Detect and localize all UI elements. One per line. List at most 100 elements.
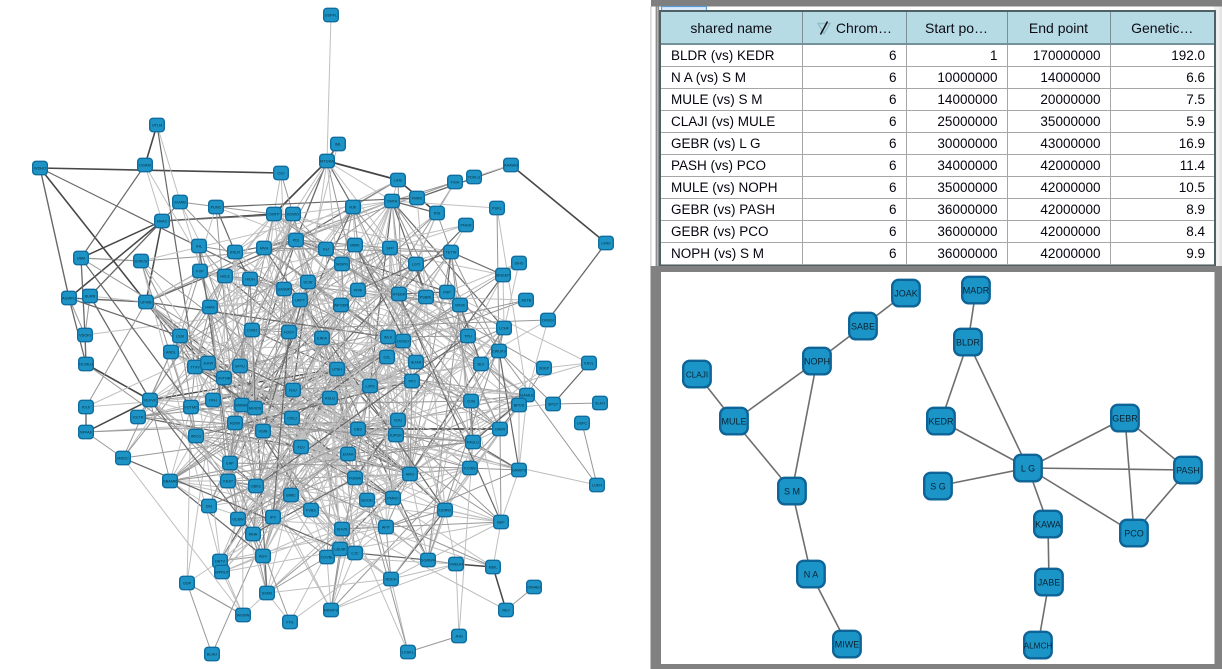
svg-text:DCW: DCW (303, 281, 312, 285)
svg-text:MVH: MVH (260, 247, 269, 251)
svg-text:NFFAE: NFFAE (80, 431, 93, 435)
svg-text:CVMJ: CVMJ (247, 329, 257, 333)
svg-text:DIHS: DIHS (514, 262, 524, 266)
svg-text:HULE: HULE (220, 275, 231, 279)
svg-text:MIWE: MIWE (835, 639, 860, 649)
svg-text:TTVV: TTVV (190, 366, 200, 370)
svg-text:ASLG: ASLG (325, 397, 335, 401)
svg-text:UASBP: UASBP (278, 288, 291, 292)
svg-text:OMTP: OMTP (269, 213, 280, 217)
svg-text:ERFA: ERFA (317, 337, 327, 341)
svg-text:JOAK: JOAK (894, 288, 918, 298)
svg-text:GDP: GDP (183, 582, 192, 586)
svg-text:AFIT: AFIT (382, 526, 391, 530)
svg-text:LIHU: LIHU (394, 179, 403, 183)
svg-text:OSISO: OSISO (397, 340, 409, 344)
svg-text:WGPG: WGPG (336, 263, 348, 267)
svg-text:FNRD: FNRD (412, 197, 423, 201)
svg-text:OCMUJ: OCMUJ (79, 363, 93, 367)
svg-text:DHVN: DHVN (337, 528, 348, 532)
svg-text:MDDC: MDDC (117, 457, 129, 461)
svg-text:GLBW: GLBW (232, 518, 244, 522)
svg-text:RIS: RIS (434, 212, 441, 216)
svg-text:OJL: OJL (384, 356, 391, 360)
svg-text:JISTB: JISTB (521, 299, 532, 303)
svg-text:IML: IML (335, 143, 341, 147)
svg-text:PUNC: PUNC (211, 206, 222, 210)
svg-text:BIMC: BIMC (286, 494, 296, 498)
svg-text:AGV: AGV (259, 555, 267, 559)
svg-text:CSJ: CSJ (277, 172, 284, 176)
svg-text:FGIMA: FGIMA (349, 477, 361, 481)
svg-text:KEDR: KEDR (928, 416, 954, 426)
svg-text:MGEEP: MGEEP (496, 274, 510, 278)
svg-text:PPJ: PPJ (409, 380, 416, 384)
svg-text:VNKUH: VNKUH (449, 563, 463, 567)
svg-text:DFBGI: DFBGI (542, 319, 554, 323)
svg-text:NJU: NJU (289, 389, 297, 393)
svg-text:MADR: MADR (963, 285, 990, 295)
svg-text:KCWS: KCWS (464, 467, 476, 471)
svg-text:SABE: SABE (851, 321, 875, 331)
svg-text:IUPGK: IUPGK (390, 434, 402, 438)
svg-text:MHA: MHA (249, 533, 258, 537)
svg-text:IHJ: IHJ (323, 248, 329, 252)
svg-text:FFS: FFS (286, 621, 294, 625)
svg-text:BURR: BURR (85, 295, 96, 299)
svg-text:VRSK: VRSK (455, 304, 466, 308)
svg-text:UKPT: UKPT (295, 299, 306, 303)
svg-text:LPSH: LPSH (332, 368, 342, 372)
svg-text:JHG: JHG (455, 635, 463, 639)
svg-text:BLHU: BLHU (207, 653, 217, 657)
svg-text:BLV: BLV (478, 363, 485, 367)
svg-text:KSVL: KSVL (584, 362, 594, 366)
svg-text:IPV: IPV (270, 516, 277, 520)
svg-text:IEJAA: IEJAA (411, 361, 422, 365)
svg-text:PDI: PDI (293, 239, 299, 243)
svg-text:CWUKV: CWUKV (492, 350, 507, 354)
svg-text:WLK: WLK (384, 336, 393, 340)
svg-text:KOWO: KOWO (287, 213, 299, 217)
svg-text:HIGH: HIGH (245, 278, 255, 282)
svg-text:HJOV: HJOV (284, 331, 295, 335)
svg-text:VOU: VOU (394, 419, 402, 423)
svg-text:ALMCH: ALMCH (1024, 641, 1053, 650)
svg-text:JABE: JABE (1038, 577, 1061, 587)
svg-text:COVBL: COVBL (321, 556, 334, 560)
svg-text:DBTV: DBTV (215, 560, 226, 564)
svg-text:RKWFS: RKWFS (324, 609, 338, 613)
svg-text:MVAC: MVAC (157, 220, 168, 224)
svg-text:ANDL: ANDL (166, 351, 176, 355)
svg-text:RDDH: RDDH (386, 578, 397, 582)
svg-text:HMO: HMO (406, 473, 415, 477)
svg-text:CJC: CJC (351, 552, 359, 556)
svg-text:PSBRL: PSBRL (420, 296, 432, 300)
svg-text:SSND: SSND (262, 592, 273, 596)
svg-text:HTEBR: HTEBR (393, 293, 406, 297)
svg-text:SUWB: SUWB (174, 201, 186, 205)
svg-text:TETW: TETW (446, 251, 457, 255)
svg-text:IHL: IHL (196, 245, 202, 249)
svg-text:OJIS: OJIS (467, 400, 476, 404)
svg-text:SDEP: SDEP (539, 367, 550, 371)
svg-text:KVJI: KVJI (82, 406, 90, 410)
svg-text:REJ: REJ (502, 609, 509, 613)
svg-text:OAVR: OAVR (495, 428, 506, 432)
svg-text:VSIN: VSIN (259, 430, 268, 434)
svg-text:FKH: FKH (209, 399, 217, 403)
svg-text:SBAMR: SBAMR (163, 480, 177, 484)
svg-text:KAWA: KAWA (1035, 519, 1061, 529)
svg-text:HVAF: HVAF (205, 306, 216, 310)
svg-text:PMWJ: PMWJ (387, 497, 398, 501)
svg-text:FVP: FVP (196, 270, 204, 274)
svg-text:UJKN: UJKN (592, 484, 602, 488)
svg-text:WICG: WICG (191, 435, 201, 439)
svg-text:UFWB: UFWB (140, 301, 152, 305)
svg-text:VVTNR: VVTNR (218, 377, 231, 381)
svg-text:UBM: UBM (77, 257, 85, 261)
svg-text:FVBS: FVBS (306, 509, 316, 513)
svg-text:KNLR: KNLR (230, 251, 240, 255)
svg-text:VUTMC: VUTMC (184, 406, 198, 410)
svg-text:AGWRJ: AGWRJ (62, 297, 76, 301)
svg-text:PFRI: PFRI (354, 289, 363, 293)
